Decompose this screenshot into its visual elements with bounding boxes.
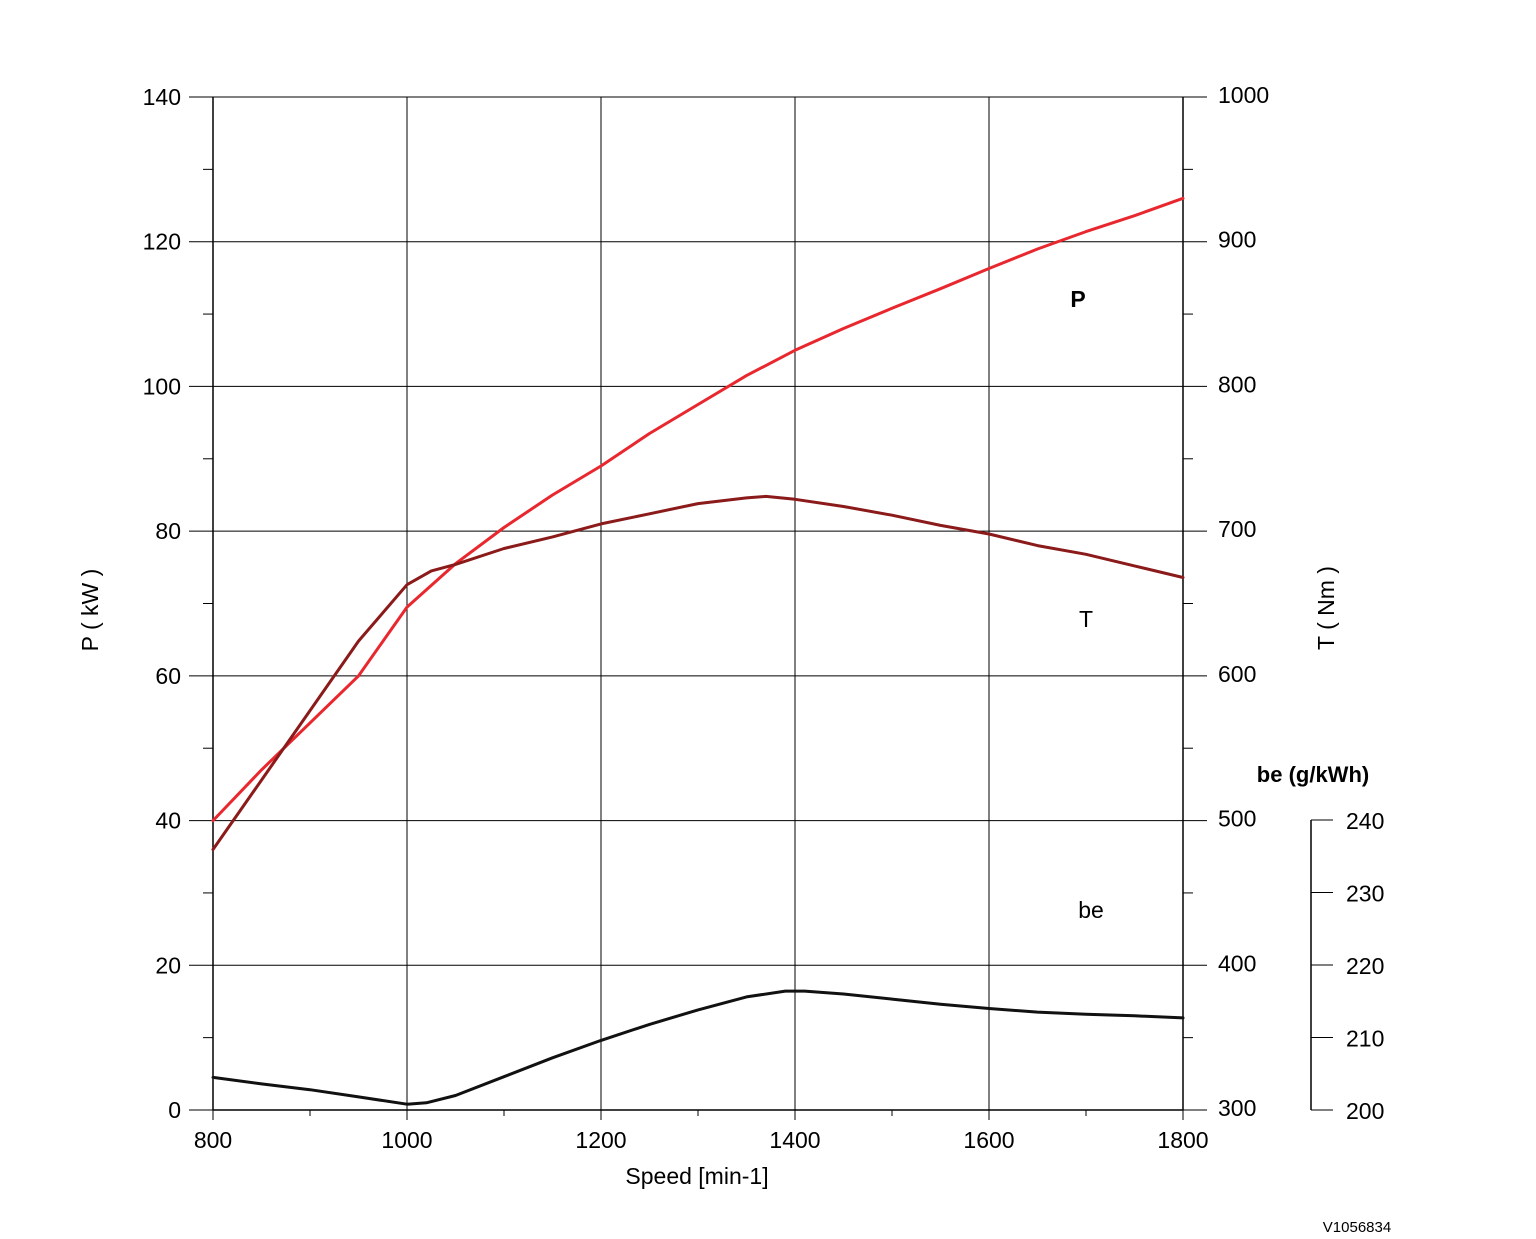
right-tick-label: 600 xyxy=(1218,661,1256,687)
right-tick-label: 500 xyxy=(1218,806,1256,832)
right-tick-label: 800 xyxy=(1218,371,1256,397)
x-tick-label: 1000 xyxy=(381,1127,432,1153)
series-line-p xyxy=(211,196,1185,823)
left-tick-label: 140 xyxy=(143,84,181,110)
right-tick-label: 300 xyxy=(1218,1095,1256,1121)
series-lines xyxy=(211,196,1185,1106)
series-line-be xyxy=(211,989,1185,1106)
right-axis-title: T ( Nm ) xyxy=(1313,566,1339,650)
grid-lines xyxy=(213,97,1183,1110)
right-tick-label: 400 xyxy=(1218,950,1256,976)
figure-id: V1056834 xyxy=(1323,1219,1391,1236)
left-axis-title: P ( kW ) xyxy=(77,569,103,652)
left-tick-label: 80 xyxy=(155,518,181,544)
x-tick-label: 1200 xyxy=(575,1127,626,1153)
x-axis-title: Speed [min-1] xyxy=(625,1163,768,1189)
axes xyxy=(189,96,1333,1120)
left-tick-label: 100 xyxy=(143,373,181,399)
be-axis-title: be (g/kWh) xyxy=(1257,762,1369,787)
x-tick-label: 1400 xyxy=(769,1127,820,1153)
left-tick-label: 20 xyxy=(155,952,181,978)
series-label-p: P xyxy=(1070,286,1085,312)
right-tick-label: 1000 xyxy=(1218,82,1269,108)
right-tick-label: 700 xyxy=(1218,516,1256,542)
x-tick-label: 1800 xyxy=(1157,1127,1208,1153)
be-tick-label: 240 xyxy=(1346,808,1384,834)
be-tick-label: 220 xyxy=(1346,953,1384,979)
x-tick-label: 1600 xyxy=(963,1127,1014,1153)
right-tick-label: 900 xyxy=(1218,227,1256,253)
x-tick-label: 800 xyxy=(194,1127,232,1153)
series-label-be: be xyxy=(1078,897,1104,923)
be-tick-label: 200 xyxy=(1346,1098,1384,1124)
left-tick-label: 120 xyxy=(143,229,181,255)
left-tick-label: 0 xyxy=(168,1097,181,1123)
series-label-t: T xyxy=(1079,606,1093,632)
be-tick-label: 210 xyxy=(1346,1026,1384,1052)
series-line-t xyxy=(211,494,1185,851)
be-tick-label: 230 xyxy=(1346,881,1384,907)
left-tick-label: 60 xyxy=(155,663,181,689)
tick-labels: 800 1000 1200 1400 1600 1800 0 20 40 60 80 100 120 14… xyxy=(143,82,1385,1153)
left-tick-label: 40 xyxy=(155,808,181,834)
